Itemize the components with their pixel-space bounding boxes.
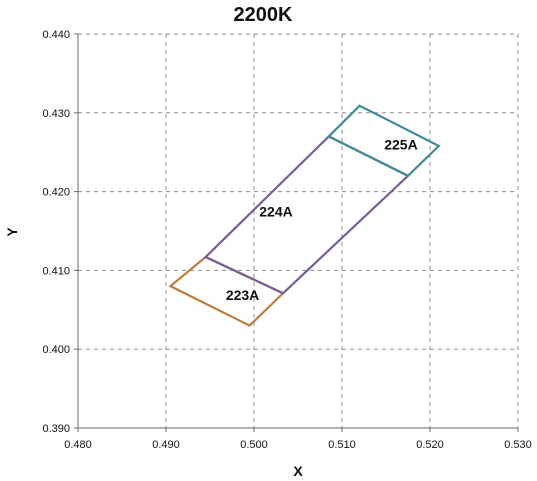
tick-layer: 0.480 0.490 0.500 0.510 0.520 0.530 0.390 0.400… <box>42 29 531 451</box>
chart-title: 2200K <box>234 4 293 26</box>
x-tick-label: 0.500 <box>240 439 268 451</box>
y-tick-label: 0.390 <box>42 423 70 435</box>
x-axis-label: X <box>293 463 303 479</box>
y-tick-label: 0.440 <box>42 29 70 41</box>
y-axis-label: Y <box>4 227 20 237</box>
region-label-225a: 225A <box>384 137 417 153</box>
region-225a <box>326 104 441 178</box>
region-label-223a: 223A <box>226 287 259 303</box>
y-tick-label: 0.420 <box>42 187 70 199</box>
y-tick-label: 0.410 <box>42 265 70 277</box>
y-tick-label: 0.430 <box>42 108 70 120</box>
y-tick-label: 0.400 <box>42 344 70 356</box>
region-label-224a: 224A <box>259 204 292 220</box>
grid-layer <box>78 34 518 428</box>
x-tick-label: 0.520 <box>416 439 444 451</box>
x-tick-label: 0.490 <box>152 439 180 451</box>
axis-layer <box>77 33 519 429</box>
x-tick-label: 0.480 <box>64 439 92 451</box>
region-layer <box>168 104 441 327</box>
x-tick-label: 0.530 <box>504 439 532 451</box>
label-layer: 223A 224A 225A <box>226 137 418 304</box>
x-tick-label: 0.510 <box>328 439 356 451</box>
